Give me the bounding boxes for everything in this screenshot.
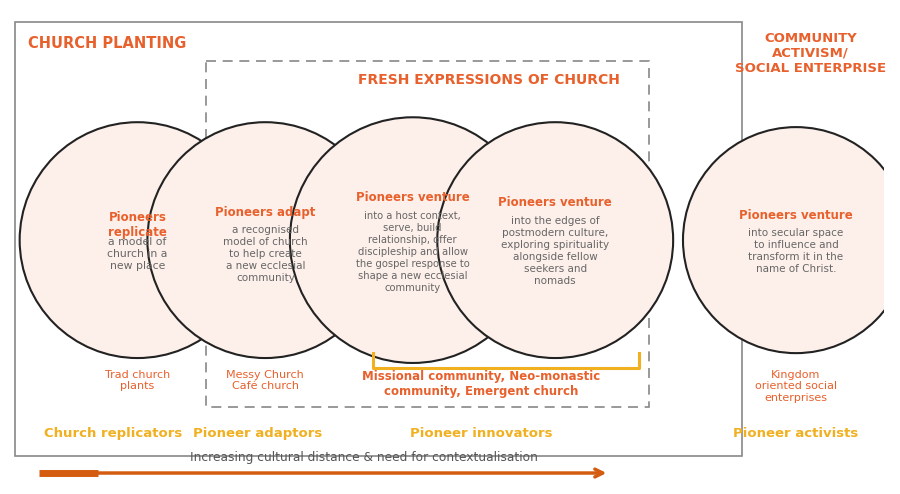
Text: Messy Church
Café church: Messy Church Café church: [227, 370, 304, 391]
Text: CHURCH PLANTING: CHURCH PLANTING: [28, 36, 186, 51]
Bar: [206, 61, 649, 407]
Text: COMMUNITY
ACTIVISM/
SOCIAL ENTERPRISE: COMMUNITY ACTIVISM/ SOCIAL ENTERPRISE: [735, 32, 886, 75]
Text: Pioneers venture: Pioneers venture: [499, 196, 612, 209]
Text: Church replicators: Church replicators: [44, 427, 182, 440]
Text: a recognised
model of church
to help create
a new ecclesial
community: a recognised model of church to help cre…: [223, 225, 308, 284]
Circle shape: [20, 122, 256, 358]
Text: Trad church
plants: Trad church plants: [105, 370, 170, 391]
Text: Pioneers venture: Pioneers venture: [739, 208, 853, 222]
Text: Kingdom
oriented social
enterprises: Kingdom oriented social enterprises: [755, 370, 837, 403]
Circle shape: [437, 122, 673, 358]
Text: Pioneers
replicate: Pioneers replicate: [108, 210, 167, 239]
Text: Increasing cultural distance & need for contextualisation: Increasing cultural distance & need for …: [190, 451, 537, 464]
Text: Pioneers venture: Pioneers venture: [356, 191, 470, 204]
Text: Pioneer innovators: Pioneer innovators: [410, 427, 553, 440]
Text: into a host context,
serve, build
relationship, offer
discipleship and allow
the: into a host context, serve, build relati…: [356, 210, 470, 292]
Text: Pioneers adapt: Pioneers adapt: [215, 206, 316, 219]
Text: Pioneer activists: Pioneer activists: [734, 427, 859, 440]
Text: FRESH EXPRESSIONS OF CHURCH: FRESH EXPRESSIONS OF CHURCH: [358, 73, 620, 87]
Circle shape: [683, 127, 900, 353]
Text: into secular space
to influence and
transform it in the
name of Christ.: into secular space to influence and tran…: [749, 228, 843, 274]
Circle shape: [148, 122, 383, 358]
Text: Missional community, Neo-monastic
community, Emergent church: Missional community, Neo-monastic commun…: [363, 370, 600, 398]
Text: a model of
church in a
new place: a model of church in a new place: [107, 237, 167, 271]
Circle shape: [290, 117, 536, 363]
Bar: [14, 22, 742, 456]
Text: Pioneer adaptors: Pioneer adaptors: [193, 427, 322, 440]
Text: into the edges of
postmodern culture,
exploring spirituality
alongside fellow
se: into the edges of postmodern culture, ex…: [501, 215, 609, 286]
